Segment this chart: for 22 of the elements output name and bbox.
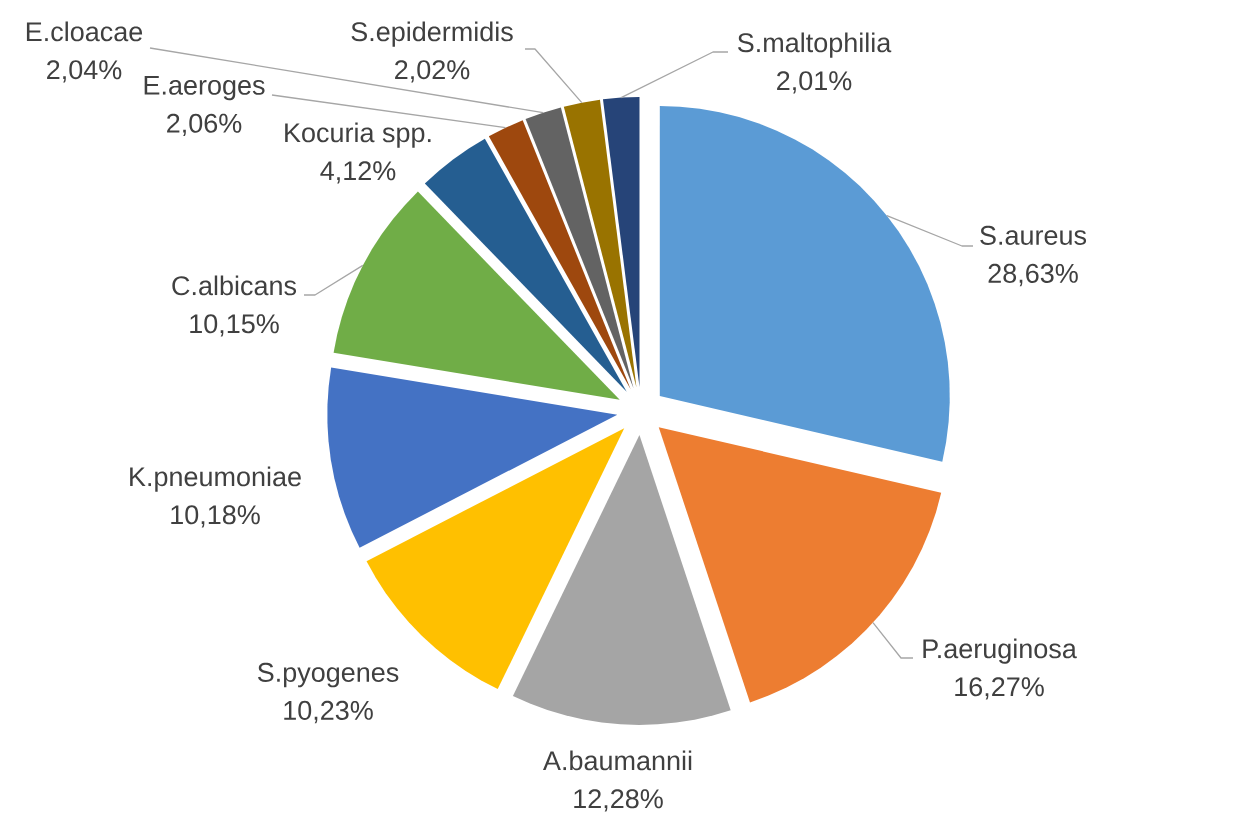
slice-label: S.epidermidis (351, 21, 513, 47)
data-label: 10,18% (171, 505, 260, 528)
data-label: 4,12% (320, 161, 396, 184)
slice-label: Kocuria spp. (285, 122, 431, 148)
data-label: 12,28% (574, 789, 663, 812)
slice-label: C.albicans (172, 275, 297, 296)
data-label: 2,06% (167, 113, 242, 136)
data-label: 28,63% (988, 263, 1078, 287)
slice-label: S.pyogenes (257, 662, 399, 688)
data-label: 2,04% (47, 60, 122, 83)
slice-label: E.aeroges (144, 75, 265, 101)
data-label: 16,27% (955, 677, 1044, 700)
slice-label: S.aureus (980, 225, 1087, 245)
slice-label: P.aeruginosa (923, 638, 1077, 664)
slice-label: K.pneumoniae (130, 466, 301, 492)
data-label: 2,02% (395, 60, 470, 83)
slice-label: E.cloacae (26, 21, 143, 42)
data-label: 2,01% (777, 71, 852, 94)
slice-label: A.baumannii (543, 750, 692, 771)
data-label: 10,15% (190, 314, 279, 337)
data-label: 10,23% (284, 700, 373, 724)
slice-label: S.maltophilia (737, 32, 892, 58)
